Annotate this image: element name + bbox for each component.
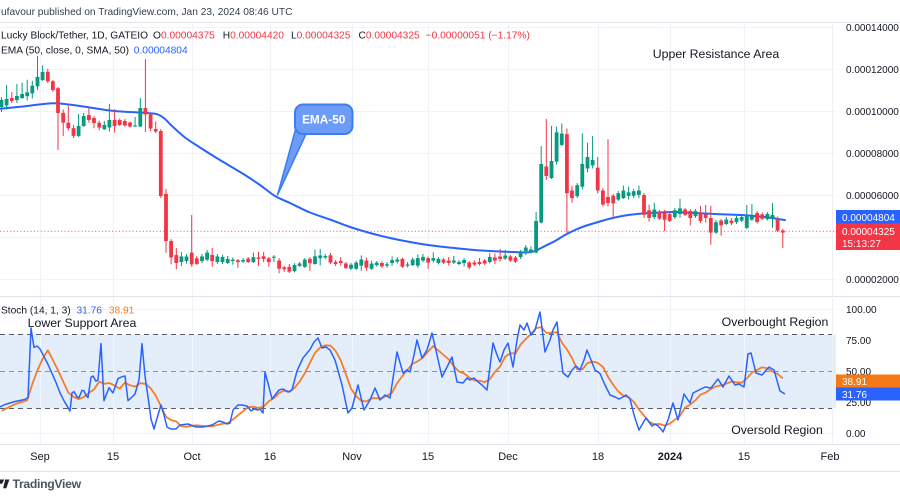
svg-text:Lower Support Area: Lower Support Area <box>28 316 137 330</box>
svg-text:TradingView: TradingView <box>13 477 82 491</box>
svg-text:0.00006000: 0.00006000 <box>846 191 899 202</box>
svg-text:0.00010000: 0.00010000 <box>846 107 899 118</box>
svg-text:ufavour published on TradingVi: ufavour published on TradingView.com, Ja… <box>1 7 292 18</box>
svg-text:0.00012000: 0.00012000 <box>846 65 899 76</box>
svg-text:Dec: Dec <box>498 451 518 463</box>
svg-text:EMA-50: EMA-50 <box>302 113 346 127</box>
svg-text:100.00: 100.00 <box>846 305 877 316</box>
svg-text:Lucky Block/Tether, 1D, GATEIO: Lucky Block/Tether, 1D, GATEIO O0.0000437… <box>1 30 530 41</box>
svg-text:0.00: 0.00 <box>846 429 866 440</box>
svg-text:Sep: Sep <box>30 451 50 463</box>
svg-text:18: 18 <box>592 451 604 463</box>
svg-text:Oct: Oct <box>183 451 200 463</box>
svg-text:16: 16 <box>264 451 276 463</box>
svg-text:Overbought Region: Overbought Region <box>722 315 829 329</box>
svg-text:15: 15 <box>738 451 750 463</box>
svg-text:0.00004325: 0.00004325 <box>842 227 895 238</box>
svg-text:Upper Resistance Area: Upper Resistance Area <box>653 47 780 61</box>
svg-text:Stoch (14, 1, 3) 31.76 38.91: Stoch (14, 1, 3) 31.76 38.91 <box>1 306 135 317</box>
svg-text:Feb: Feb <box>821 451 840 463</box>
svg-text:0.00002000: 0.00002000 <box>846 275 899 286</box>
svg-text:31.76: 31.76 <box>842 390 867 401</box>
svg-text:Oversold Region: Oversold Region <box>731 423 823 437</box>
svg-text:75.00: 75.00 <box>846 336 871 347</box>
svg-text:Nov: Nov <box>342 451 362 463</box>
svg-text:0.00014000: 0.00014000 <box>846 23 899 34</box>
svg-text:0.00004804: 0.00004804 <box>842 213 895 224</box>
svg-text:EMA (50, close, 0, SMA, 50) 0.: EMA (50, close, 0, SMA, 50) 0.00004804 <box>1 45 188 56</box>
svg-text:50.00: 50.00 <box>846 367 871 378</box>
svg-text:25.00: 25.00 <box>846 398 871 409</box>
svg-text:0.00008000: 0.00008000 <box>846 149 899 160</box>
svg-text:15:13:27: 15:13:27 <box>842 239 881 250</box>
svg-text:2024: 2024 <box>658 451 683 463</box>
svg-text:15: 15 <box>107 451 119 463</box>
svg-text:15: 15 <box>422 451 434 463</box>
svg-text:38.91: 38.91 <box>842 377 867 388</box>
